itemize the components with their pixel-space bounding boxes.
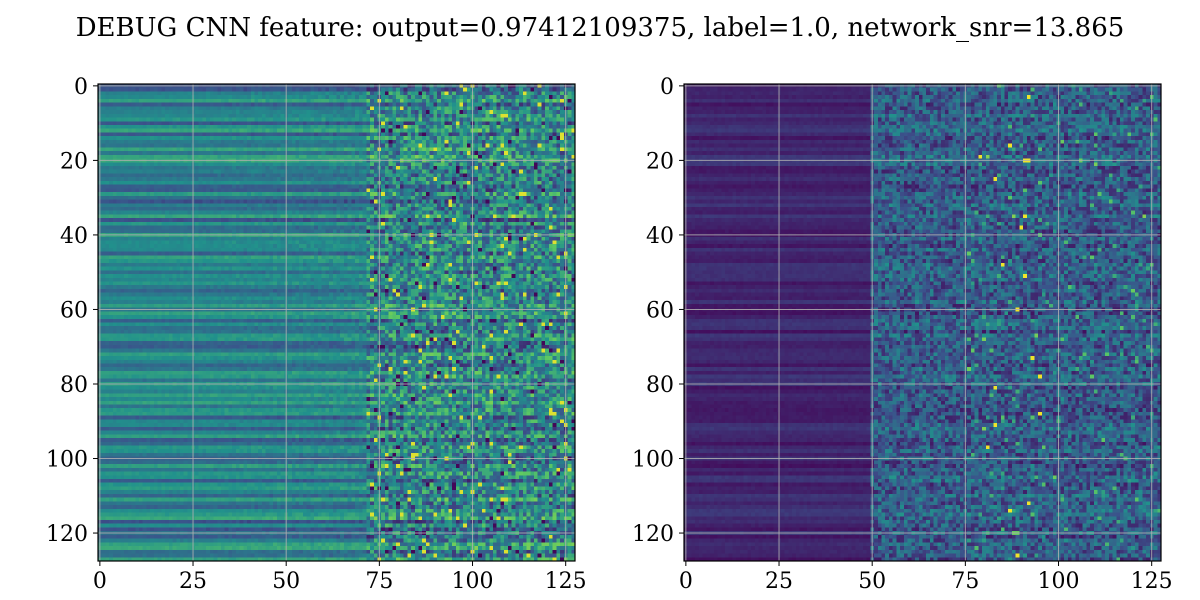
axes-frame [97, 83, 576, 562]
x-tick-label: 125 [545, 569, 587, 594]
axes-frame [683, 83, 1162, 562]
heatmap-image [98, 84, 575, 561]
y-tick-label: 60 [60, 298, 88, 323]
x-tick-label: 125 [1131, 569, 1173, 594]
x-tick-label: 0 [93, 569, 107, 594]
y-tick-label: 40 [646, 224, 674, 249]
x-tick-label: 75 [951, 569, 979, 594]
x-tick-label: 50 [858, 569, 886, 594]
x-tick-label: 25 [179, 569, 207, 594]
x-tick-label: 100 [1038, 569, 1080, 594]
y-tick-label: 60 [646, 298, 674, 323]
heatmap-panel-right: 0 25 50 75 100 125 0 20 40 60 80 100 120 [632, 75, 1173, 594]
x-tick-label: 100 [452, 569, 494, 594]
x-tick-label: 50 [272, 569, 300, 594]
figure-title: DEBUG CNN feature: output=0.97412109375,… [76, 13, 1125, 43]
x-tick-label: 0 [679, 569, 693, 594]
y-tick-label: 0 [74, 75, 88, 100]
y-tick-label: 80 [646, 373, 674, 398]
y-tick-label: 100 [632, 448, 674, 473]
y-tick-label: 20 [60, 149, 88, 174]
y-tick-label: 120 [632, 522, 674, 547]
y-tick-label: 80 [60, 373, 88, 398]
y-tick-label: 20 [646, 149, 674, 174]
y-tick-label: 40 [60, 224, 88, 249]
y-tick-label: 0 [660, 75, 674, 100]
x-tick-label: 25 [765, 569, 793, 594]
y-tick-label: 120 [46, 522, 88, 547]
heatmap-panel-left: 0 25 50 75 100 125 0 20 40 60 80 100 120 [46, 75, 587, 594]
x-tick-label: 75 [365, 569, 393, 594]
heatmap-image [684, 84, 1161, 561]
y-tick-label: 100 [46, 448, 88, 473]
